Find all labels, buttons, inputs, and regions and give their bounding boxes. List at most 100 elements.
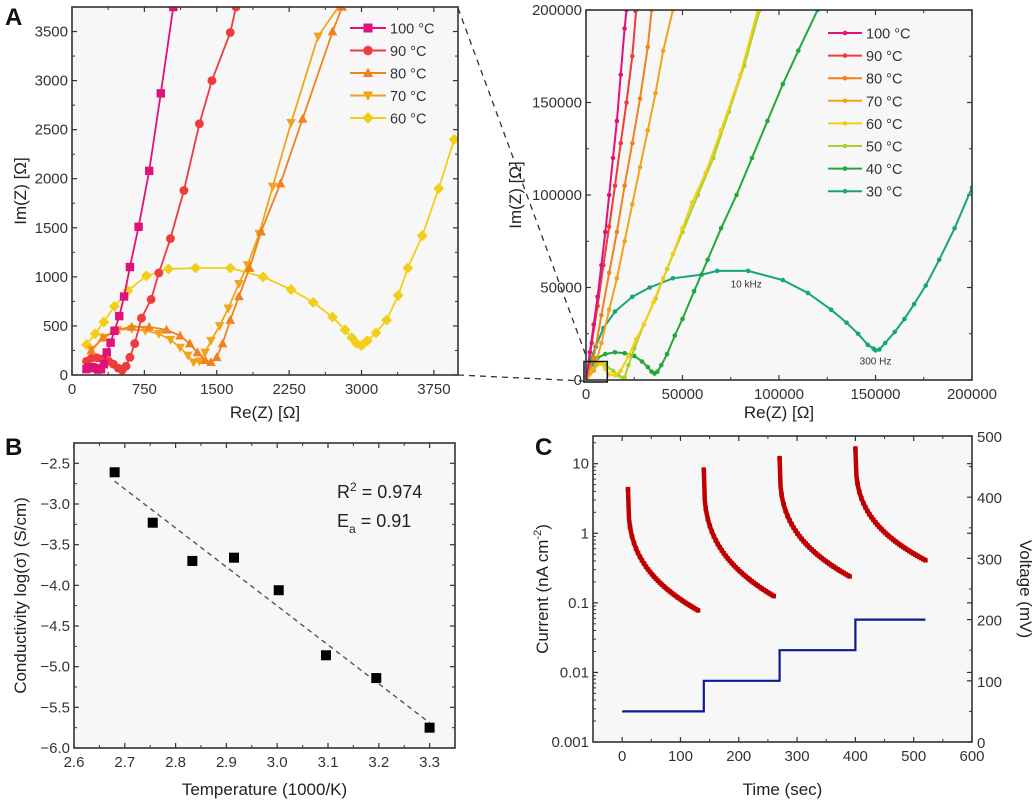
data-point [614, 229, 620, 235]
data-point [587, 349, 593, 355]
data-point [660, 48, 666, 53]
data-point [780, 277, 786, 283]
data-point [805, 290, 811, 296]
data-point [146, 295, 156, 304]
data-point [734, 192, 739, 198]
legend-label: 100 °C [390, 22, 435, 38]
legend-label: 60 °C [390, 112, 426, 128]
data-point [285, 284, 297, 296]
data-point [267, 182, 278, 192]
x-axis-label: Temperature (1000/K) [182, 780, 347, 799]
data-point [857, 489, 862, 495]
data-point [622, 374, 627, 380]
legend-label: 70 °C [390, 89, 426, 105]
y2-tick-label: 0 [977, 735, 985, 752]
data-point [169, 7, 178, 12]
data-point [618, 140, 624, 146]
series-line-80c [586, 10, 653, 380]
data-point [791, 525, 796, 530]
data-point [273, 585, 284, 596]
y-axis-label-end: ) [533, 524, 552, 530]
data-point [853, 446, 858, 451]
data-point [633, 546, 639, 551]
data-point [214, 322, 225, 331]
data-point [680, 226, 685, 231]
data-point [603, 366, 608, 372]
data-point [98, 332, 108, 342]
y-tick-label: −2.5 [40, 455, 70, 472]
y2-tick-label: 500 [977, 429, 1002, 446]
y-tick-label: −3.0 [40, 496, 70, 513]
x-tick-label: 200 [726, 748, 751, 765]
data-point [96, 364, 106, 374]
legend-marker [842, 98, 848, 104]
y-tick-label: 150000 [532, 95, 582, 112]
x-tick-label: 3000 [345, 381, 378, 398]
data-point [137, 313, 146, 323]
y-tick-label: −6.0 [40, 740, 70, 757]
data-point [645, 44, 651, 50]
y-tick-label: 1 [581, 525, 589, 542]
data-point [637, 554, 643, 560]
zoom-connector-top [457, 7, 593, 373]
x-tick-label: 0 [68, 381, 76, 398]
data-point [234, 279, 244, 289]
data-point [647, 285, 652, 290]
data-point [206, 357, 216, 367]
x-tick-label: 3.2 [368, 754, 389, 771]
data-point [670, 275, 676, 281]
x-tick-label: 3.0 [267, 754, 288, 771]
data-point [645, 567, 651, 572]
data-point [361, 335, 373, 347]
data-point [651, 300, 656, 305]
data-point [718, 127, 724, 133]
zoom-inset-box [583, 360, 609, 383]
data-point [175, 343, 185, 353]
panel-label-a: A [5, 4, 22, 31]
data-point [256, 226, 266, 236]
data-point [689, 200, 695, 205]
data-point [140, 270, 152, 282]
data-point [156, 89, 165, 98]
x-tick-label: 0 [618, 748, 626, 765]
data-point [725, 556, 731, 561]
x-tick-label: 600 [959, 748, 984, 765]
data-point [144, 321, 155, 331]
data-point [749, 155, 755, 161]
series-line-30c [586, 187, 972, 380]
legend-label: 50 °C [866, 140, 902, 156]
y-tick-label: −5.0 [40, 659, 70, 676]
x-tick-label: 100000 [754, 386, 804, 403]
voltage-step-line [622, 618, 926, 713]
data-point [115, 311, 124, 321]
data-point [606, 224, 612, 229]
data-point [402, 262, 414, 274]
data-point [371, 673, 382, 684]
data-point [777, 455, 782, 461]
y2-axis-label: Voltage (mV) [1016, 540, 1034, 638]
y-tick-label: −4.0 [40, 577, 70, 594]
data-point [780, 81, 786, 87]
legend-marker [842, 30, 848, 36]
current-segment [853, 446, 928, 563]
data-point [591, 368, 597, 374]
zoom-connector-lines [457, 7, 593, 382]
data-point [911, 301, 917, 307]
data-point [244, 262, 255, 272]
y-tick-label: 200000 [532, 2, 582, 19]
data-point [147, 517, 158, 528]
data-point [721, 550, 727, 556]
data-point [603, 351, 608, 357]
data-point [86, 345, 97, 355]
data-point [653, 90, 658, 96]
data-point [145, 166, 154, 176]
data-point [631, 540, 637, 546]
legend-label: 70 °C [866, 94, 902, 110]
data-point [658, 362, 664, 368]
y-tick-label: 0 [60, 367, 68, 384]
data-point [190, 262, 201, 274]
data-point [695, 608, 701, 613]
data-point [98, 316, 110, 328]
chart-b: 2.6 2.7 2.8 2.9 3.0 3.1 3.2 3.3 −2.5 −3.0 −3.5 −4.0… [11, 442, 456, 799]
